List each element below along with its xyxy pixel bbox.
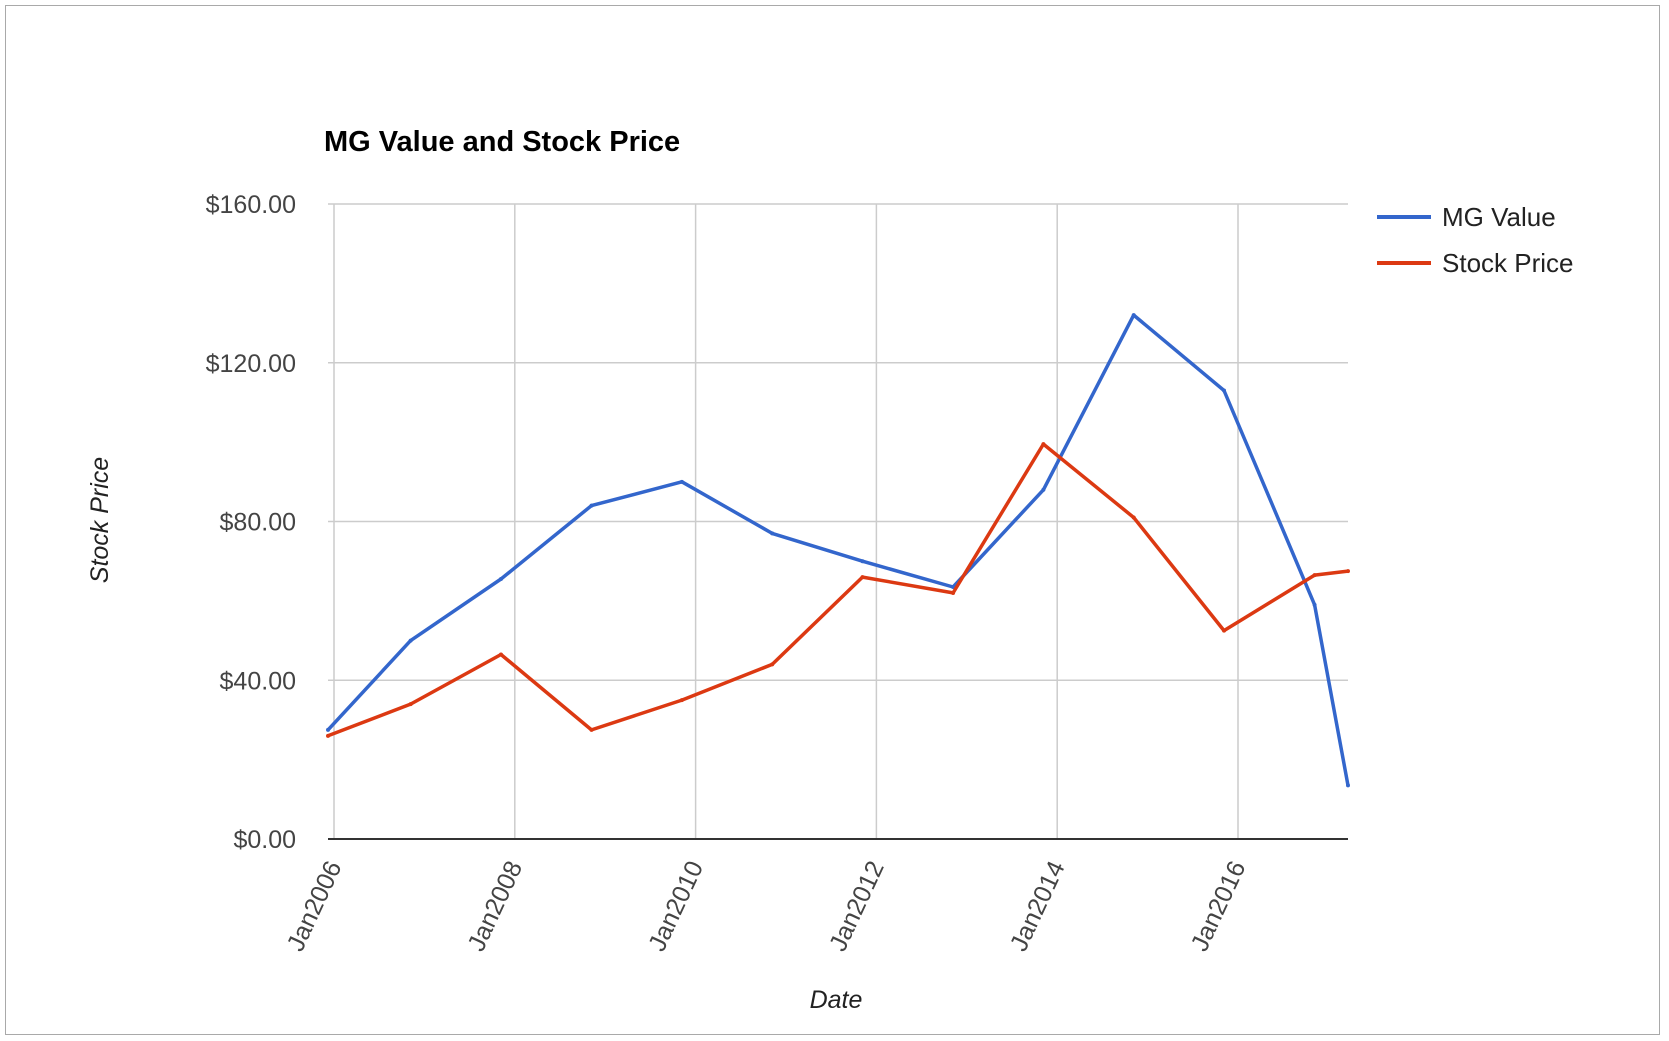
data-point	[951, 590, 956, 595]
x-tick-label: Jan2010	[643, 857, 709, 956]
data-point	[1346, 783, 1350, 788]
data-point	[1131, 515, 1136, 520]
data-point	[1131, 313, 1136, 318]
data-point	[589, 503, 594, 508]
data-point	[770, 662, 775, 667]
data-point	[408, 702, 413, 707]
chart-frame[interactable]	[5, 5, 1660, 1035]
legend-label: MG Value	[1442, 202, 1556, 232]
data-point	[498, 652, 503, 657]
series-line-1	[327, 442, 1349, 738]
x-axis-title: Date	[810, 986, 863, 1014]
data-point	[860, 575, 865, 580]
y-tick-label: $40.00	[220, 667, 296, 695]
series-line-0	[326, 313, 1350, 786]
data-point	[1312, 573, 1317, 578]
y-tick-label: $160.00	[206, 191, 296, 219]
data-point	[770, 531, 775, 536]
data-point	[1222, 388, 1227, 393]
y-axis-title: Stock Price	[86, 457, 114, 583]
data-point	[1346, 569, 1350, 574]
data-point	[1041, 487, 1046, 492]
data-point	[1222, 628, 1227, 633]
data-point	[498, 577, 503, 582]
data-point	[326, 727, 330, 732]
chart-title: MG Value and Stock Price	[324, 126, 680, 158]
x-tick-label: Jan2006	[282, 857, 348, 956]
data-point	[326, 733, 330, 738]
gridlines	[328, 203, 1348, 840]
y-tick-label: $0.00	[233, 826, 296, 854]
x-tick-label: Jan2008	[462, 857, 528, 956]
data-point	[408, 638, 413, 643]
data-point	[1312, 602, 1317, 607]
x-tick-labels: Jan2006 Jan2008 Jan2010 Jan2012 Jan2014 Jan20…	[282, 857, 1252, 956]
data-point	[589, 727, 594, 732]
data-point	[860, 559, 865, 564]
series-lines	[326, 313, 1350, 788]
x-tick-label: Jan2012	[824, 857, 890, 956]
x-tick-label: Jan2014	[1005, 857, 1071, 956]
data-point	[1041, 442, 1046, 447]
legend: MG Value Stock Price	[1377, 202, 1574, 278]
y-tick-labels: $0.00 $40.00 $80.00 $120.00 $160.00	[206, 191, 296, 854]
y-tick-label: $80.00	[220, 509, 296, 537]
data-point	[679, 698, 684, 703]
x-tick-label: Jan2016	[1186, 857, 1252, 956]
y-tick-label: $120.00	[206, 350, 296, 378]
data-point	[679, 479, 684, 484]
legend-label: Stock Price	[1442, 248, 1574, 278]
